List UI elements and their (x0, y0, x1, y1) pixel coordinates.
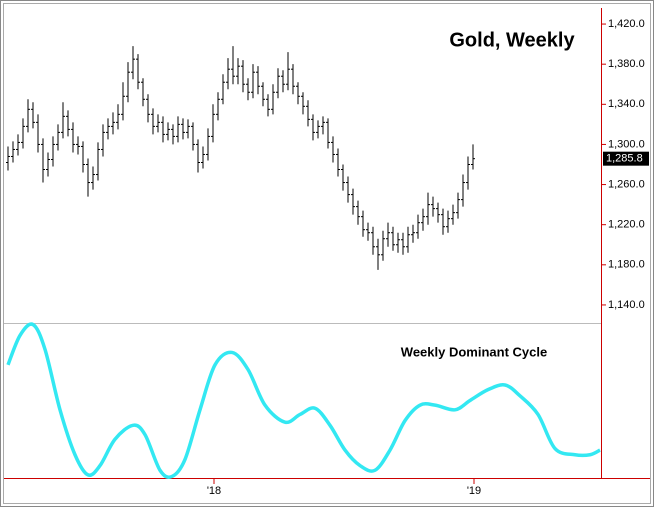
last-value-label: 1,285.8 (606, 153, 643, 165)
y-tick-label: 1,140.0 (608, 299, 645, 311)
x-tick-label: '19 (467, 485, 481, 497)
y-tick-label: 1,380.0 (608, 58, 645, 70)
inner-frame (3, 3, 651, 504)
x-tick-label: '18 (207, 485, 221, 497)
y-tick-label: 1,340.0 (608, 98, 645, 110)
last-value-box (603, 151, 649, 166)
y-tick-label: 1,260.0 (608, 178, 645, 190)
y-tick-label: 1,180.0 (608, 259, 645, 271)
y-tick-label: 1,300.0 (608, 138, 645, 150)
cycle-title: Weekly Dominant Cycle (401, 344, 547, 359)
y-tick-label: 1,220.0 (608, 219, 645, 231)
cycle-line (6, 322, 601, 479)
chart-title: Gold, Weekly (449, 29, 575, 51)
y-tick-label: 1,420.0 (608, 18, 645, 30)
